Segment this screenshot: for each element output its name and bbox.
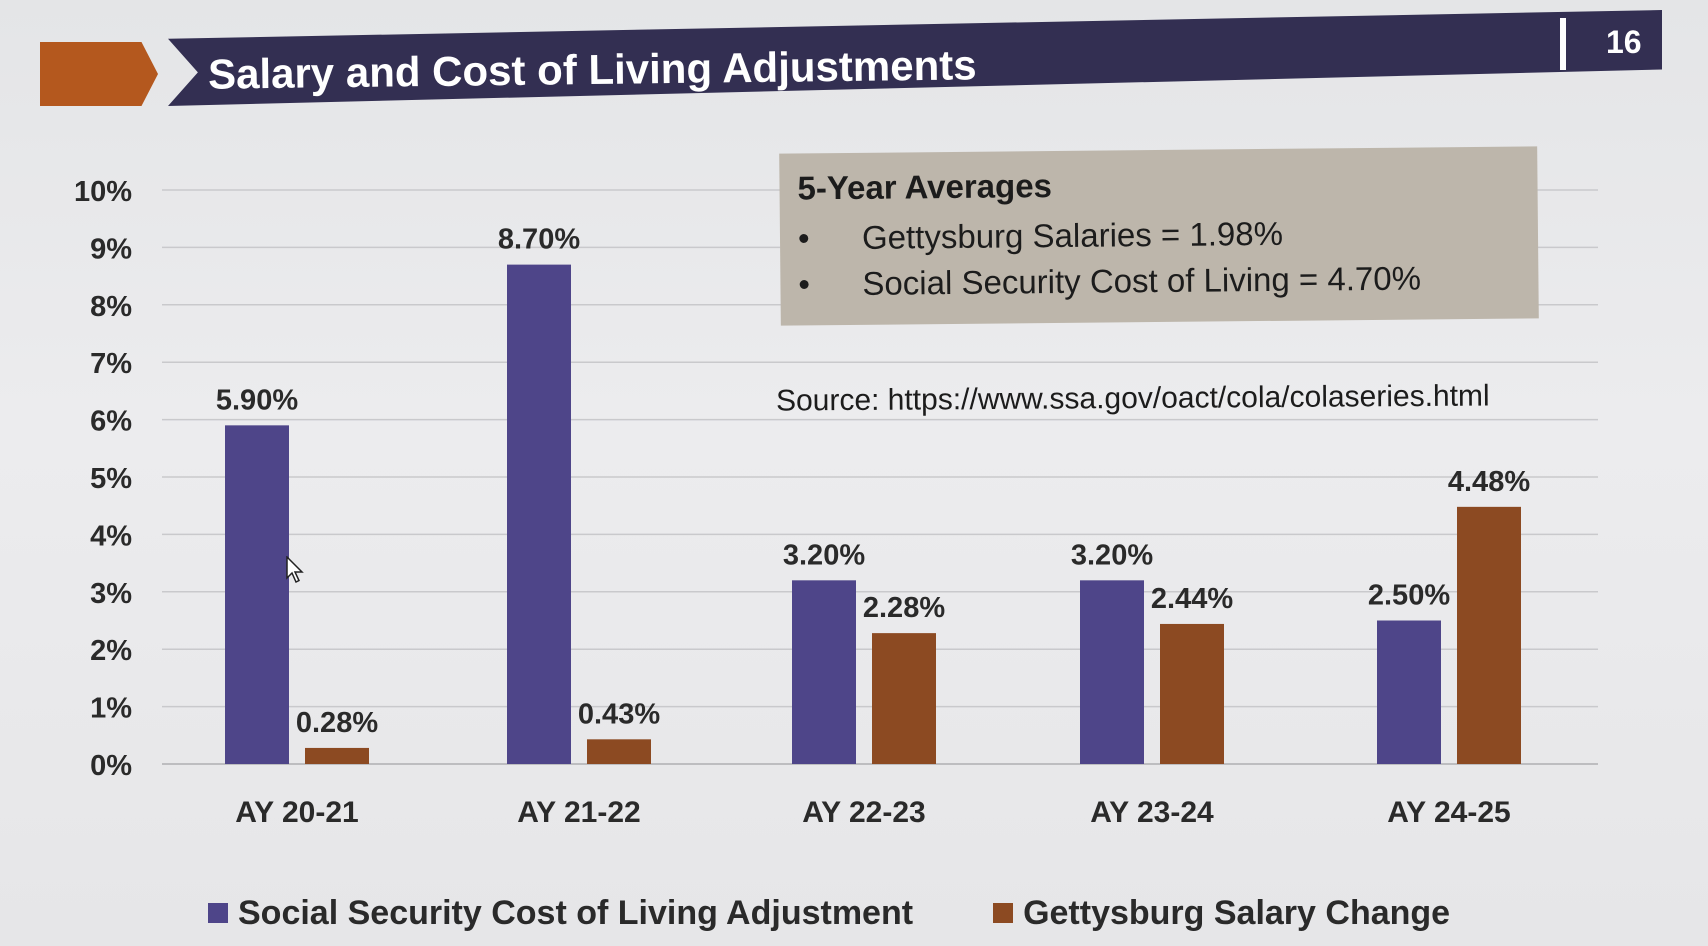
y-tick-label: 4%: [90, 520, 132, 552]
page-number: 16: [1606, 24, 1642, 60]
data-label-salary: 0.28%: [296, 707, 378, 739]
data-label-social-security: 2.50%: [1368, 580, 1450, 612]
legend-label-social-security: Social Security Cost of Living Adjustmen…: [238, 893, 914, 932]
x-tick-label: AY 20-21: [235, 796, 358, 829]
y-tick-label: 2%: [90, 635, 132, 667]
five-year-averages-box: 5-Year Averages Gettysburg Salaries = 1.…: [779, 146, 1539, 326]
data-label-salary: 2.28%: [863, 592, 945, 624]
y-tick-label: 1%: [90, 693, 132, 725]
source-citation: Source: https://www.ssa.gov/oact/cola/co…: [775, 379, 1490, 418]
x-tick-label: AY 22-23: [802, 796, 925, 829]
y-tick-label: 3%: [90, 578, 132, 610]
x-tick-label: AY 21-22: [517, 796, 640, 829]
legend-swatch-salary: [993, 903, 1014, 923]
y-tick-label: 9%: [90, 233, 132, 265]
bar-social-security: [507, 264, 571, 764]
legend-item-social-security: Social Security Cost of Living Adjustmen…: [208, 894, 913, 933]
legend-item-salary: Gettysburg Salary Change: [993, 894, 1450, 933]
bar-salary: [305, 747, 369, 764]
bar-social-security: [1377, 620, 1441, 764]
bar-salary: [587, 739, 651, 764]
average-item-salaries: Gettysburg Salaries = 1.98%: [798, 209, 1520, 262]
average-item-social-security: Social Security Cost of Living = 4.70%: [798, 255, 1520, 308]
y-tick-label: 5%: [90, 463, 132, 495]
y-tick-label: 6%: [90, 406, 132, 438]
data-label-social-security: 3.20%: [783, 539, 865, 571]
data-label-social-security: 5.90%: [216, 384, 298, 416]
bar-social-security: [1080, 580, 1144, 764]
averages-list: Gettysburg Salaries = 1.98% Social Secur…: [798, 209, 1521, 308]
bar-salary: [1160, 623, 1224, 764]
bar-salary: [872, 633, 936, 764]
data-label-salary: 0.43%: [578, 698, 660, 730]
y-tick-label: 7%: [90, 348, 132, 380]
mouse-pointer-icon: [286, 556, 304, 584]
legend-swatch-social-security: [208, 903, 228, 923]
y-tick-label: 0%: [90, 750, 132, 782]
x-tick-label: AY 23-24: [1090, 796, 1214, 829]
bar-salary: [1457, 506, 1521, 764]
bar-social-security: [225, 425, 289, 764]
page-number-divider: [1560, 18, 1566, 70]
accent-chevron-shape: [40, 42, 158, 106]
x-tick-label: AY 24-25: [1387, 796, 1510, 829]
chart-legend: Social Security Cost of Living Adjustmen…: [208, 888, 1538, 938]
data-label-social-security: 8.70%: [498, 224, 580, 256]
averages-heading: 5-Year Averages: [797, 167, 1053, 207]
data-label-salary: 4.48%: [1448, 466, 1530, 498]
bar-social-security: [792, 580, 856, 764]
y-tick-label: 8%: [90, 291, 132, 323]
y-tick-label: 10%: [74, 176, 132, 208]
data-label-social-security: 3.20%: [1071, 539, 1153, 571]
data-label-salary: 2.44%: [1151, 583, 1233, 615]
legend-label-salary: Gettysburg Salary Change: [1023, 893, 1451, 932]
